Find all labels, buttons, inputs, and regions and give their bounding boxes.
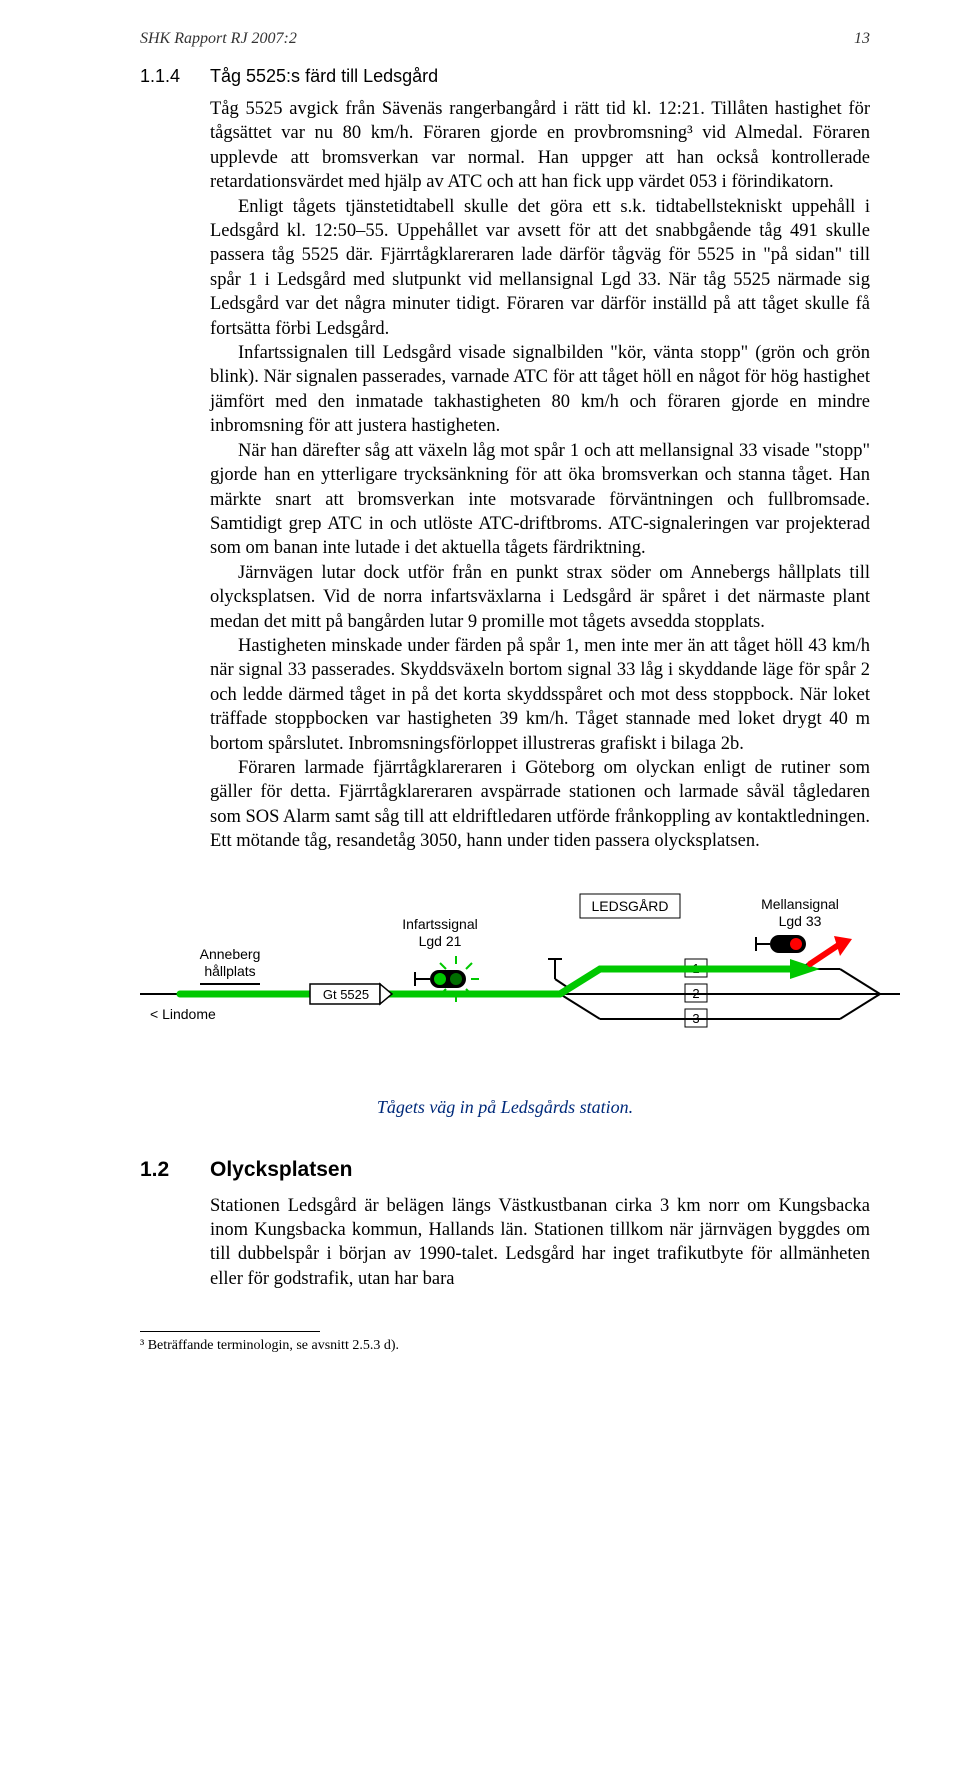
section-title: Tåg 5525:s färd till Ledsgård bbox=[210, 66, 438, 87]
paragraph: Stationen Ledsgård är belägen längs Väst… bbox=[210, 1194, 870, 1292]
mellansignal-label-1: Mellansignal bbox=[761, 896, 839, 912]
section-1-1-4-body: Tåg 5525 avgick från Sävenäs rangerbangå… bbox=[210, 97, 870, 854]
station-name-label: LEDSGÅRD bbox=[591, 898, 668, 914]
lindome-label: < Lindome bbox=[150, 1006, 216, 1022]
section-1-2-body: Stationen Ledsgård är belägen längs Väst… bbox=[210, 1194, 870, 1292]
footnote: ³ Beträffande terminologin, se avsnitt 2… bbox=[140, 1338, 870, 1354]
section-number: 1.1.4 bbox=[140, 66, 210, 87]
section-title: Olycksplatsen bbox=[210, 1158, 352, 1182]
train-icon: Gt 5525 bbox=[310, 984, 392, 1004]
section-1-2-heading: 1.2 Olycksplatsen bbox=[140, 1158, 870, 1182]
track-diagram-svg: LEDSGÅRD Mellansignal Lgd 33 Infartssign… bbox=[140, 884, 900, 1084]
paragraph: Hastigheten minskade under färden på spå… bbox=[210, 634, 870, 756]
running-head-left: SHK Rapport RJ 2007:2 bbox=[140, 30, 297, 48]
paragraph: Infartssignalen till Ledsgård visade sig… bbox=[210, 341, 870, 439]
infartssignal-label-2: Lgd 21 bbox=[419, 933, 462, 949]
derailment-path bbox=[810, 944, 840, 964]
track-switch-3b bbox=[840, 994, 880, 1019]
infartssignal-label-1: Infartssignal bbox=[402, 916, 477, 932]
paragraph: När han därefter såg att växeln låg mot … bbox=[210, 439, 870, 561]
paragraph: Järnvägen lutar dock utför från en punkt… bbox=[210, 561, 870, 634]
track-switch-3a bbox=[560, 994, 600, 1019]
train-path bbox=[180, 969, 795, 994]
train-label: Gt 5525 bbox=[323, 987, 369, 1002]
paragraph: Tåg 5525 avgick från Sävenäs rangerbangå… bbox=[210, 97, 870, 195]
running-head: SHK Rapport RJ 2007:2 13 bbox=[140, 30, 870, 48]
track-diagram: LEDSGÅRD Mellansignal Lgd 33 Infartssign… bbox=[140, 884, 870, 1118]
paragraph: Föraren larmade fjärrtågklareraren i Göt… bbox=[210, 756, 870, 854]
track-switch-1b bbox=[840, 969, 880, 994]
section-number: 1.2 bbox=[140, 1158, 210, 1182]
section-1-1-4-heading: 1.1.4 Tåg 5525:s färd till Ledsgård bbox=[140, 66, 870, 87]
anneberg-label-1: Anneberg bbox=[200, 946, 261, 962]
intermediate-signal-icon bbox=[756, 935, 806, 953]
running-head-page: 13 bbox=[854, 30, 870, 48]
footnote-rule bbox=[140, 1331, 320, 1332]
paragraph: Enligt tågets tjänstetidtabell skulle de… bbox=[210, 195, 870, 341]
mellansignal-label-2: Lgd 33 bbox=[779, 913, 822, 929]
anneberg-label-2: hållplats bbox=[204, 963, 255, 979]
diagram-caption: Tågets väg in på Ledsgårds station. bbox=[140, 1097, 870, 1118]
